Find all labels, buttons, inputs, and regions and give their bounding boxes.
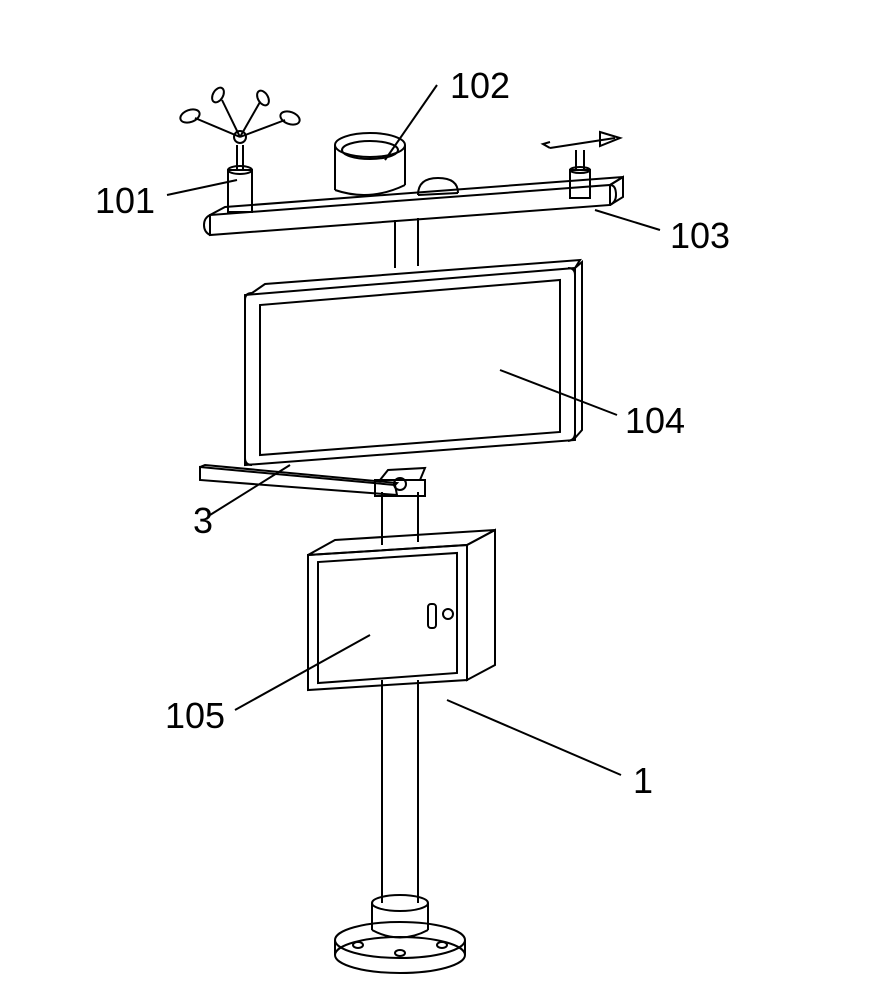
label-1: 1 (633, 760, 653, 802)
label-101: 101 (95, 180, 155, 222)
label-103: 103 (670, 215, 730, 257)
lead-105 (235, 635, 370, 710)
bolt-hole-1 (353, 942, 363, 948)
pole-collar-top (372, 895, 428, 911)
label-104: 104 (625, 400, 685, 442)
label-102: 102 (450, 65, 510, 107)
display-panel (245, 260, 582, 465)
label-105: 105 (165, 695, 225, 737)
base-flange-top (335, 922, 465, 958)
lead-102 (385, 85, 437, 160)
label-3: 3 (193, 500, 213, 542)
rain-sensor (335, 133, 405, 195)
antenna-arm (200, 465, 397, 495)
bolt-hole-2 (437, 942, 447, 948)
lead-1 (447, 700, 621, 775)
lead-104 (500, 370, 617, 415)
lead-lines (167, 85, 660, 775)
lead-101 (167, 180, 237, 195)
lead-103 (595, 210, 660, 230)
bolt-hole-3 (395, 950, 405, 956)
control-box (308, 530, 495, 690)
weather-station-diagram (0, 0, 875, 1000)
crossbar (204, 177, 623, 235)
anemometer (179, 86, 302, 212)
